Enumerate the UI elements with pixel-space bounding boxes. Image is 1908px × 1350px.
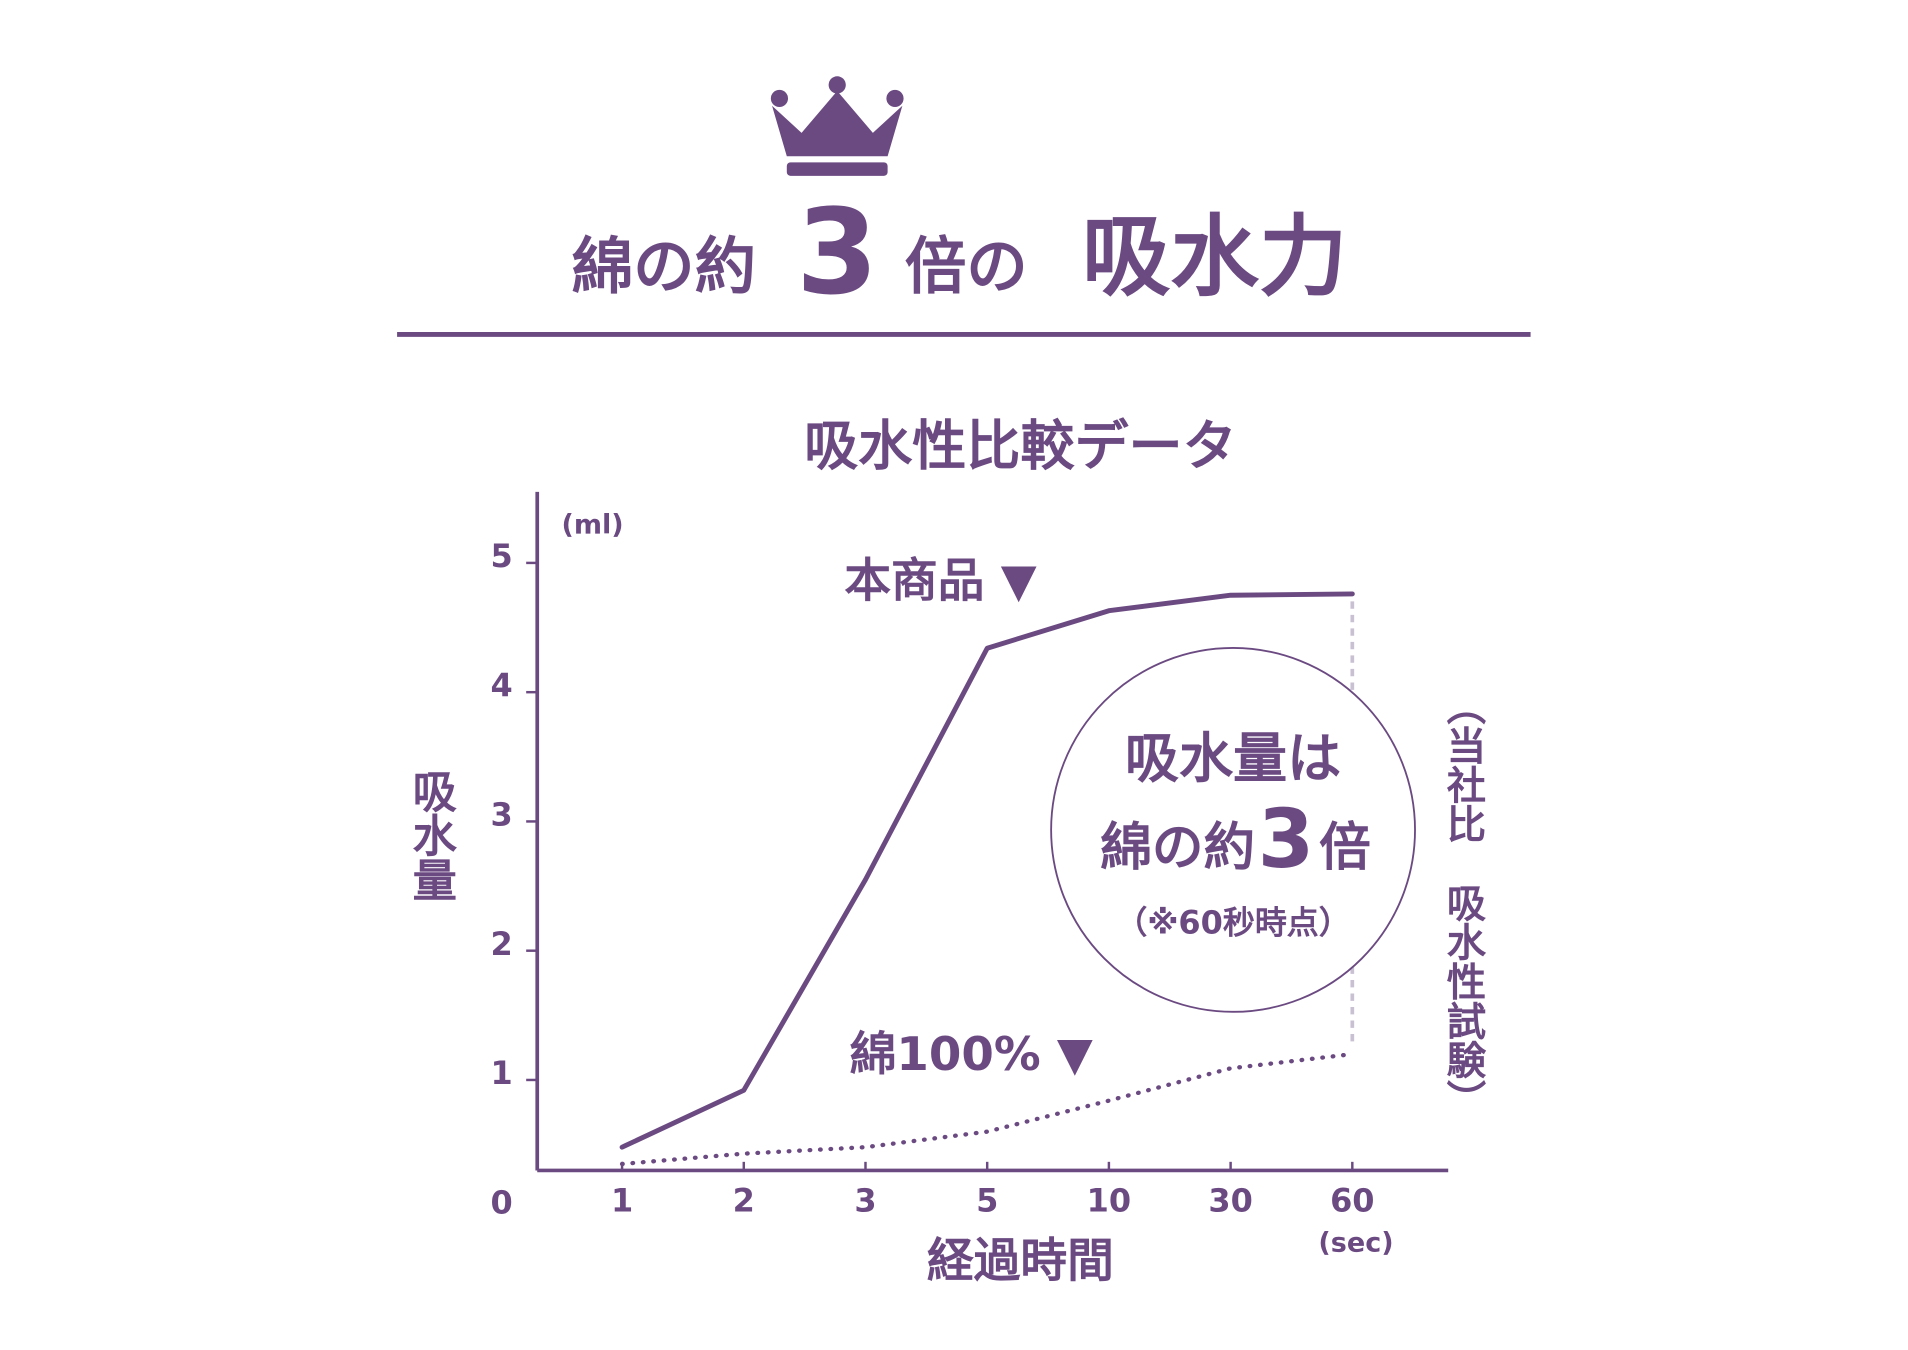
callout-text: 倍 <box>1319 818 1371 878</box>
x-tick-label: 60 <box>1330 1181 1374 1219</box>
y-tick-label: 0 <box>490 1183 512 1221</box>
x-axis-label: 経過時間 <box>927 1234 1114 1288</box>
x-tick-label: 1 <box>611 1181 633 1219</box>
headline-part: 綿の約 <box>572 232 756 303</box>
y-tick-label: 2 <box>490 925 512 963</box>
series-label: 綿100% ▼ <box>850 1028 1093 1082</box>
series-label: 本商品 ▼ <box>844 555 1036 609</box>
chart-title: 吸水性比較データ <box>804 415 1237 478</box>
headline-part: 吸水力 <box>1082 206 1348 309</box>
callout-note: （※60秒時点） <box>1115 904 1350 942</box>
callout-circle <box>1050 647 1416 1013</box>
callout-number: 3 <box>1258 793 1314 887</box>
series-line <box>619 591 1355 1150</box>
callout-text: 綿の約 <box>1100 818 1255 878</box>
y-unit: (ml) <box>561 510 623 541</box>
y-tick-label: 4 <box>490 666 512 704</box>
crown <box>770 76 904 176</box>
y-tick-label: 1 <box>490 1054 512 1092</box>
x-unit: (sec) <box>1318 1228 1393 1259</box>
callout-text: 吸水量は <box>1125 727 1341 790</box>
y-axis-label: 吸水量 <box>405 768 457 901</box>
y-tick-label: 3 <box>490 796 512 834</box>
x-tick-label: 5 <box>976 1181 998 1219</box>
series-line <box>619 1051 1355 1167</box>
side-note: （当社比 吸水性試験） <box>1440 686 1486 1119</box>
x-tick-label: 30 <box>1208 1181 1252 1219</box>
x-tick-label: 10 <box>1087 1181 1131 1219</box>
x-tick-label: 3 <box>854 1181 876 1219</box>
headline-number: 3 <box>796 183 878 321</box>
headline-part: 倍の <box>905 232 1028 303</box>
y-tick-label: 5 <box>490 537 512 575</box>
x-tick-label: 2 <box>733 1181 755 1219</box>
